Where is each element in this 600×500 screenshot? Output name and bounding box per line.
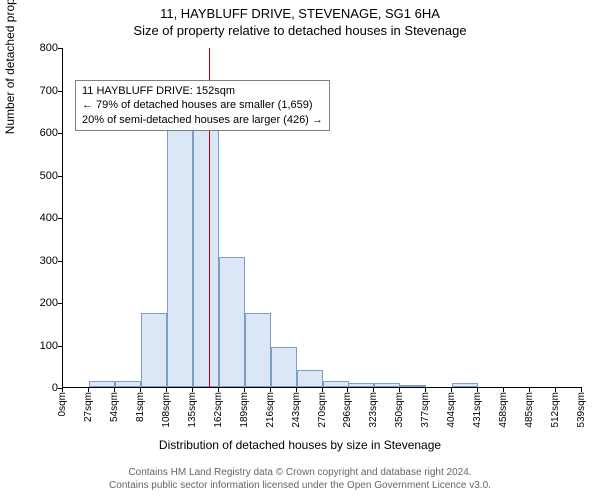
footnote-line2: Contains public sector information licen… (0, 479, 600, 492)
ytick-mark (58, 303, 62, 304)
xtick-mark (218, 388, 219, 392)
y-axis-label: Number of detached properties (3, 0, 17, 134)
footnote: Contains HM Land Registry data © Crown c… (0, 466, 600, 492)
xtick-label: 162sqm (213, 392, 224, 428)
ytick-mark (58, 346, 62, 347)
ytick-label: 100 (40, 340, 58, 352)
histogram-bar (374, 383, 400, 387)
ytick-label: 500 (40, 170, 58, 182)
xtick-label: 485sqm (524, 392, 535, 428)
xtick-label: 27sqm (83, 392, 94, 422)
histogram-bar (89, 381, 115, 387)
histogram-bar (193, 109, 219, 387)
ytick-mark (58, 218, 62, 219)
xtick-mark (270, 388, 271, 392)
histogram-bar (323, 381, 349, 387)
xtick-mark (581, 388, 582, 392)
ytick-label: 300 (40, 255, 58, 267)
xtick-label: 189sqm (239, 392, 250, 428)
histogram-bar (297, 370, 323, 387)
histogram-bar (141, 313, 167, 387)
xtick-mark (140, 388, 141, 392)
histogram-bar (271, 347, 297, 387)
xtick-label: 323sqm (368, 392, 379, 428)
xtick-label: 350sqm (394, 392, 405, 428)
histogram-bar (348, 383, 374, 387)
xtick-mark (166, 388, 167, 392)
histogram-bar (452, 383, 478, 387)
xtick-mark (503, 388, 504, 392)
ytick-label: 200 (40, 297, 58, 309)
xtick-mark (555, 388, 556, 392)
xtick-mark (88, 388, 89, 392)
ytick-mark (58, 91, 62, 92)
xtick-mark (114, 388, 115, 392)
xtick-label: 54sqm (109, 392, 120, 422)
ytick-mark (58, 261, 62, 262)
footnote-line1: Contains HM Land Registry data © Crown c… (0, 466, 600, 479)
xtick-label: 216sqm (265, 392, 276, 428)
xtick-mark (425, 388, 426, 392)
xtick-label: 296sqm (342, 392, 353, 428)
xtick-mark (529, 388, 530, 392)
histogram-bar (219, 257, 245, 387)
xtick-label: 0sqm (57, 392, 68, 416)
xtick-label: 377sqm (420, 392, 431, 428)
xtick-mark (347, 388, 348, 392)
annotation-line2: ← 79% of detached houses are smaller (1,… (82, 98, 323, 112)
page-title-address: 11, HAYBLUFF DRIVE, STEVENAGE, SG1 6HA (0, 0, 600, 21)
histogram-bar (400, 385, 426, 387)
histogram-bar (245, 313, 271, 387)
xtick-label: 404sqm (446, 392, 457, 428)
xtick-label: 243sqm (291, 392, 302, 428)
xtick-label: 539sqm (576, 392, 587, 428)
xtick-label: 512sqm (550, 392, 561, 428)
annotation-line3: 20% of semi-detached houses are larger (… (82, 113, 323, 127)
xtick-mark (62, 388, 63, 392)
xtick-mark (244, 388, 245, 392)
page-title-subtitle: Size of property relative to detached ho… (0, 21, 600, 38)
xtick-label: 81sqm (135, 392, 146, 422)
histogram-chart: 11 HAYBLUFF DRIVE: 152sqm← 79% of detach… (62, 48, 582, 388)
xtick-mark (451, 388, 452, 392)
ytick-label: 400 (40, 212, 58, 224)
xtick-label: 108sqm (161, 392, 172, 428)
xtick-mark (373, 388, 374, 392)
xtick-label: 135sqm (187, 392, 198, 428)
ytick-mark (58, 48, 62, 49)
x-axis-label: Distribution of detached houses by size … (0, 438, 600, 452)
xtick-label: 270sqm (317, 392, 328, 428)
ytick-label: 600 (40, 127, 58, 139)
annotation-box: 11 HAYBLUFF DRIVE: 152sqm← 79% of detach… (75, 80, 330, 131)
histogram-bar (167, 126, 193, 387)
ytick-label: 700 (40, 85, 58, 97)
ytick-label: 800 (40, 42, 58, 54)
xtick-mark (192, 388, 193, 392)
xtick-mark (322, 388, 323, 392)
xtick-mark (477, 388, 478, 392)
xtick-mark (399, 388, 400, 392)
annotation-line1: 11 HAYBLUFF DRIVE: 152sqm (82, 84, 323, 98)
ytick-mark (58, 176, 62, 177)
xtick-mark (296, 388, 297, 392)
ytick-mark (58, 133, 62, 134)
xtick-label: 431sqm (472, 392, 483, 428)
histogram-bar (115, 381, 141, 387)
xtick-label: 458sqm (498, 392, 509, 428)
